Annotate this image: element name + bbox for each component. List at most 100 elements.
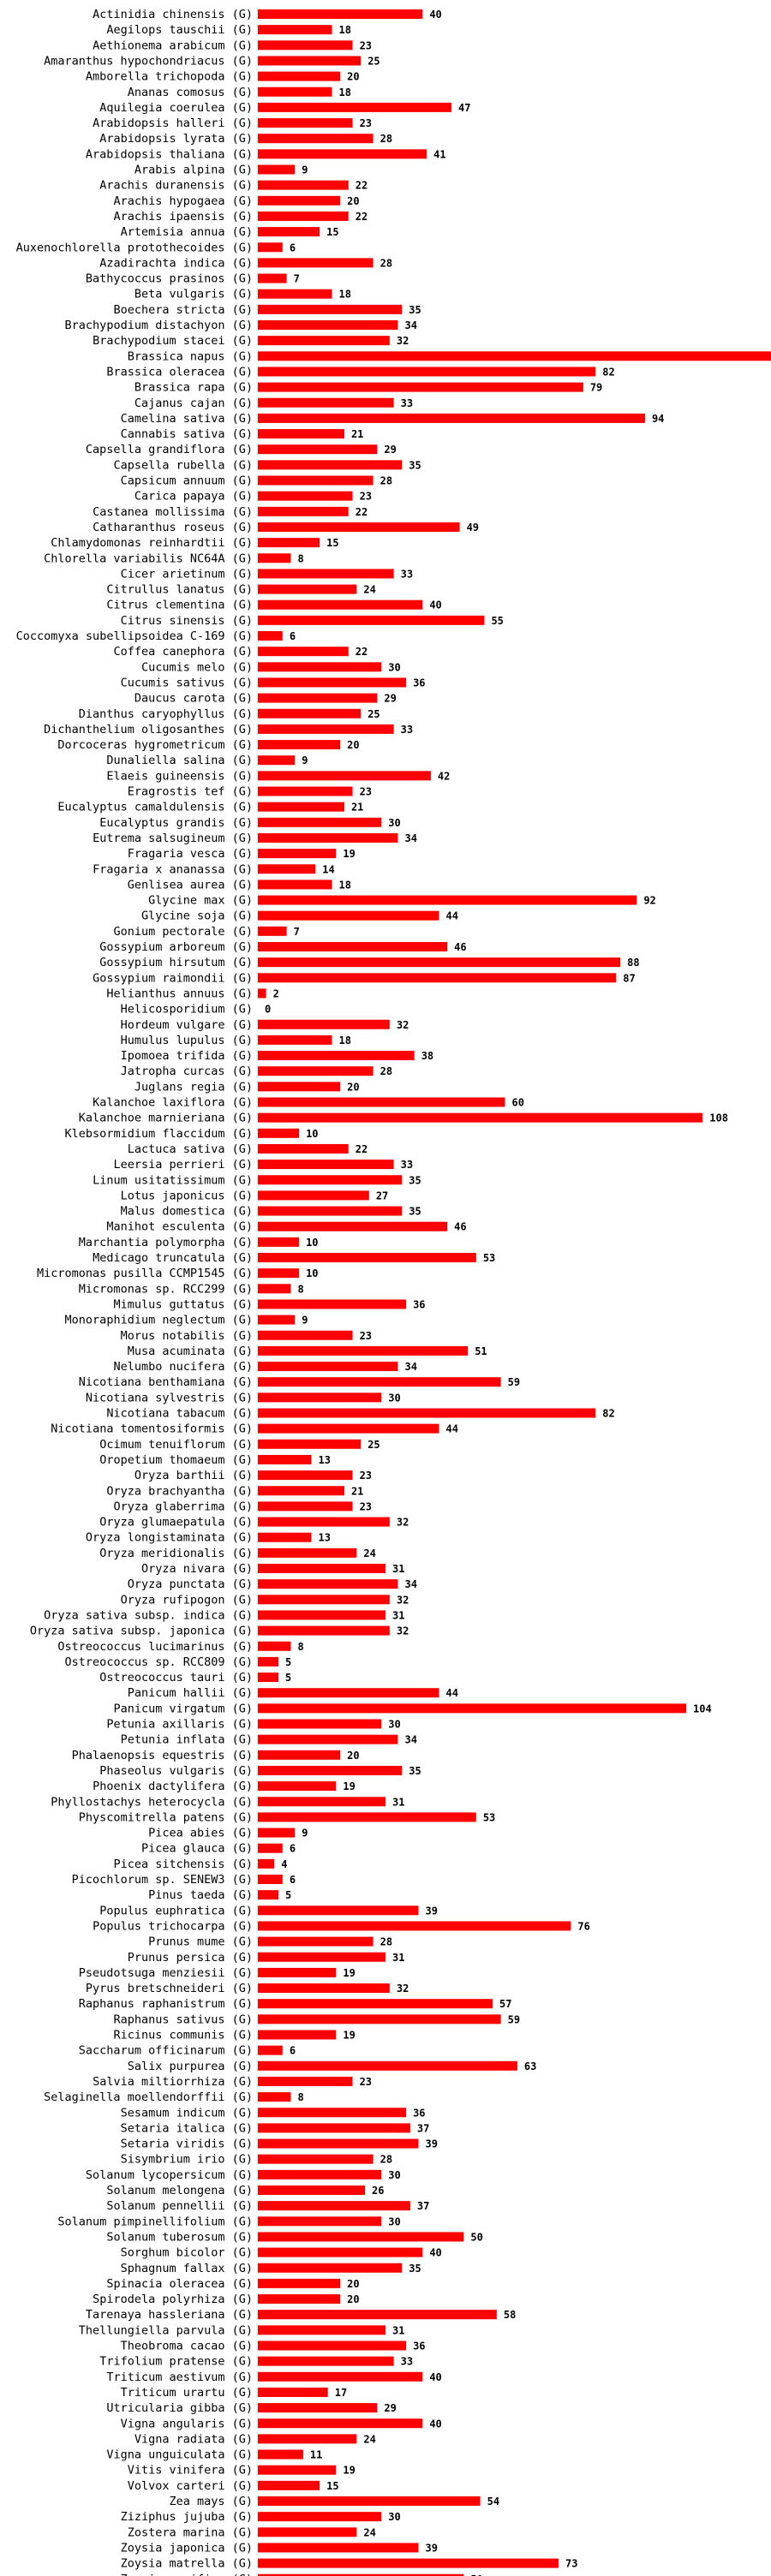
value-label: 24 [363,2526,375,2538]
category-label: Brassica rapa (G) [134,381,253,395]
category-label: Solanum lycopersicum (G) [86,2168,253,2182]
bar [258,2263,403,2273]
value-label: 23 [360,786,372,798]
bar [258,677,407,688]
category-label: Setaria viridis (G) [121,2138,253,2151]
bar [258,1345,469,1356]
category-label: Oryza sativa subsp. indica (G) [44,1608,253,1622]
category-label: Chlamydomonas reinhardtii (G) [51,536,253,550]
value-label: 15 [326,537,338,549]
value-label: 55 [491,615,503,627]
bar [258,1905,419,1916]
category-label: Auxenochlorella protothecoides (G) [16,241,253,254]
category-label: Oryza brachyantha (G) [106,1484,253,1498]
bar [258,1051,415,1061]
category-label: Arabidopsis halleri (G) [93,116,253,130]
value-label: 5 [285,1656,291,1668]
category-label: Petunia axillaris (G) [106,1718,253,1732]
bar [258,553,291,564]
bar [258,1858,275,1869]
value-label: 39 [426,2138,438,2150]
bar [258,397,394,408]
bar [258,2201,410,2211]
bar [258,273,287,283]
value-label: 20 [347,739,359,751]
bar [258,771,431,781]
value-label: 8 [297,2091,303,2103]
category-label: Fragaria vesca (G) [128,847,253,861]
category-label: Lotus japonicus (G) [121,1189,253,1202]
bar [258,1439,362,1449]
bar [258,957,621,968]
category-label: Cannabis sativa (G) [121,427,253,441]
bar [258,2123,410,2133]
bar [258,102,451,112]
bar [258,569,394,579]
bar [258,320,398,330]
bar [258,180,349,190]
value-label: 23 [360,491,372,503]
bar [258,2138,419,2149]
category-label: Nelumbo nucifera (G) [113,1360,253,1374]
category-label: Utricularia gibba (G) [106,2401,253,2415]
value-label: 9 [302,754,308,766]
category-label: Capsella rubella (G) [113,458,253,472]
category-label: Helicosporidium (G) [121,1003,253,1017]
category-label: Zea mays (G) [169,2495,253,2508]
bar [258,584,357,594]
category-label: Humulus lupulus (G) [121,1034,253,1047]
bar [258,1999,493,2009]
value-label: 31 [392,1563,404,1575]
bar [258,118,353,128]
bar [258,1921,571,1931]
value-label: 33 [401,397,413,409]
category-label: Cajanus cajan (G) [134,397,253,410]
value-label: 36 [413,2340,425,2352]
value-label: 29 [384,444,396,456]
bar [258,56,362,66]
category-label: Trifolium pratense (G) [99,2355,253,2369]
value-label: 46 [454,941,466,953]
category-label: Gossypium arboreum (G) [99,940,253,954]
category-label: Zostera marina (G) [128,2525,253,2539]
category-label: Glycine soja (G) [141,909,253,923]
value-label: 63 [524,2060,536,2072]
bar [258,2278,341,2288]
value-label: 36 [413,677,425,689]
category-label: Juglans regia (G) [134,1080,253,1094]
bar [258,506,349,516]
value-label: 32 [397,1517,409,1529]
bar [258,491,353,501]
category-label: Volvox carteri (G) [128,2479,253,2493]
category-label: Brachypodium stacei (G) [93,334,253,348]
value-label: 9 [302,1828,308,1840]
bar [258,2185,366,2195]
bar [258,1625,390,1636]
bar [258,1673,279,1683]
value-label: 23 [360,2076,372,2088]
category-label: Sisymbrium irio (G) [121,2153,253,2167]
bar [258,1160,394,1170]
bar [258,2092,291,2102]
category-label: Kalanchoe laxiflora (G) [93,1096,253,1110]
bar [258,1610,386,1620]
category-label: Setaria italica (G) [121,2121,253,2135]
bar [258,2232,464,2242]
value-label: 37 [417,2122,429,2134]
value-label: 87 [623,972,635,984]
bar [258,2294,341,2305]
bar [258,1517,390,1527]
value-label: 19 [343,1780,355,1792]
category-label: Oryza nivara (G) [141,1562,253,1576]
value-label: 20 [347,1081,359,1093]
value-label: 11 [310,2449,322,2461]
category-label: Solanum tuberosum (G) [106,2230,253,2244]
value-label: 73 [565,2558,577,2570]
bar [258,2480,320,2490]
value-label: 20 [347,195,359,207]
value-label: 59 [508,2013,520,2025]
category-label: Catharanthus roseus (G) [93,521,253,534]
bar [258,2169,382,2179]
category-label: Monoraphidium neglectum (G) [65,1314,253,1327]
value-label: 31 [392,1609,404,1621]
